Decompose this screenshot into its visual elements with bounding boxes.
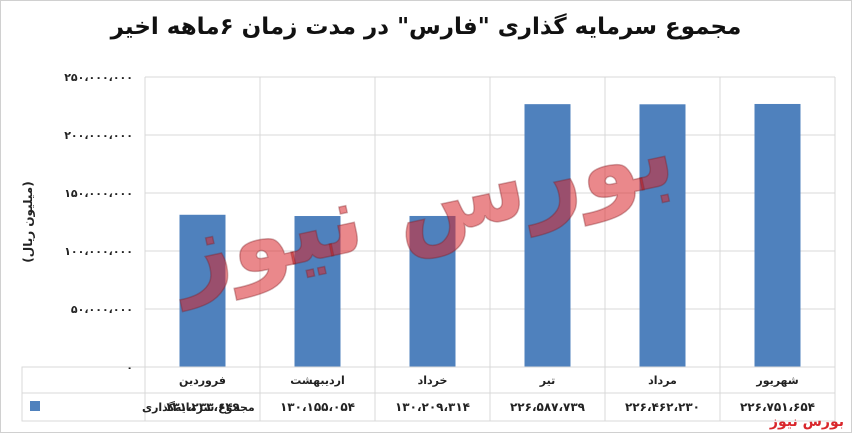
data-label: ۱۳۱،۲۳۳،۶۴۹ bbox=[165, 400, 241, 414]
x-category-label: تیر bbox=[539, 374, 555, 387]
y-tick-label: ۱۰۰،۰۰۰،۰۰۰ bbox=[64, 245, 133, 258]
x-category-label: مرداد bbox=[648, 374, 677, 387]
x-category-label: خرداد bbox=[418, 374, 448, 387]
table-border bbox=[21, 366, 836, 422]
data-label: ۱۳۰،۲۰۹،۳۱۴ bbox=[395, 400, 470, 414]
x-category-label: اردیبهشت bbox=[290, 374, 344, 387]
bar bbox=[294, 216, 341, 367]
bar bbox=[524, 104, 571, 367]
bar bbox=[639, 104, 686, 368]
y-tick-label: ۱۵۰،۰۰۰،۰۰۰ bbox=[64, 187, 133, 200]
y-axis-ticks: ۰۵۰،۰۰۰،۰۰۰۱۰۰،۰۰۰،۰۰۰۱۵۰،۰۰۰،۰۰۰۲۰۰،۰۰۰… bbox=[64, 71, 133, 374]
data-label: ۲۲۶،۵۸۷،۷۳۹ bbox=[510, 400, 586, 414]
bar bbox=[409, 215, 456, 367]
x-category-label: فروردین bbox=[179, 374, 226, 387]
source-logo: بورس نیوز bbox=[769, 414, 844, 430]
data-label: ۲۲۶،۷۵۱،۶۵۴ bbox=[740, 400, 815, 414]
chart-title: مجموع سرمایه گذاری "فارس" در مدت زمان ۶م… bbox=[110, 14, 742, 40]
y-tick-label: ۵۰،۰۰۰،۰۰۰ bbox=[71, 303, 133, 316]
bar bbox=[754, 103, 801, 367]
y-tick-label: ۲۵۰،۰۰۰،۰۰۰ bbox=[64, 71, 133, 84]
y-tick-label: ۲۰۰،۰۰۰،۰۰۰ bbox=[64, 129, 133, 142]
legend-series-name: مجموع سرمایه‌گذاری bbox=[142, 401, 255, 414]
x-category-label: شهریور bbox=[755, 374, 798, 387]
data-table: فروردین ۱۳۱،۲۳۳،۶۴۹ اردیبهشت ۱۳۰،۱۵۵،۰۵۴ خرد… bbox=[21, 366, 836, 422]
data-label: ۲۲۶،۴۶۲،۲۳۰ bbox=[625, 400, 700, 414]
bars bbox=[179, 103, 801, 368]
data-label: ۱۳۰،۱۵۵،۰۵۴ bbox=[280, 400, 355, 414]
legend-swatch bbox=[30, 401, 40, 411]
bar bbox=[179, 214, 226, 367]
